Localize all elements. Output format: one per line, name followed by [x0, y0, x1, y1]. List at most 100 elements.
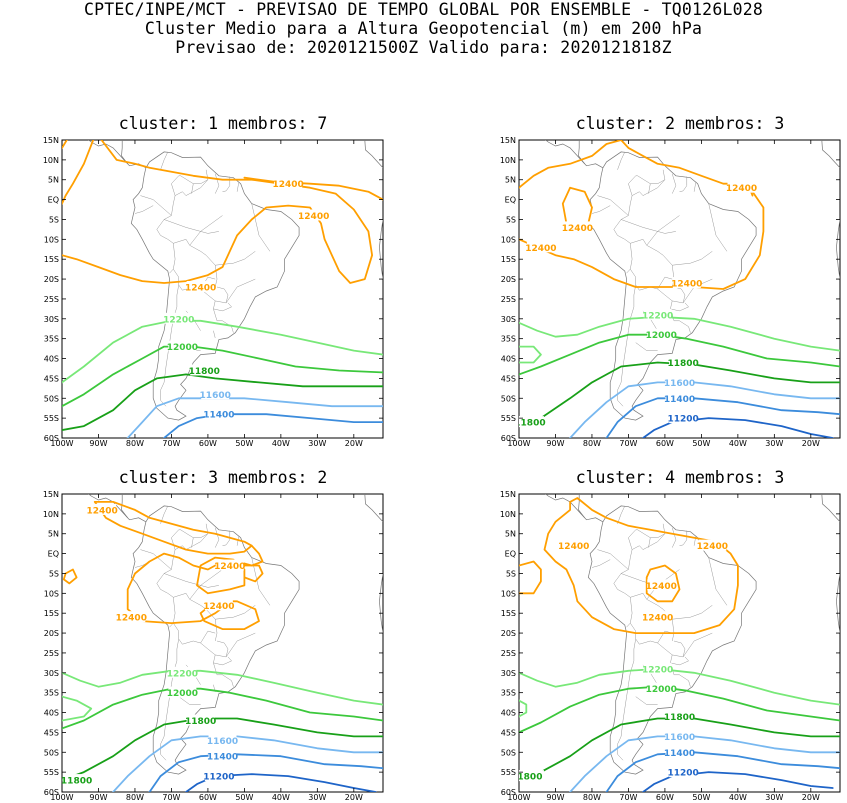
contour-label-bg — [643, 611, 672, 623]
lat-tick-label: 40S — [501, 709, 516, 718]
contour-line — [519, 361, 840, 427]
contour-label-bg — [168, 686, 197, 698]
lat-tick-label: 55S — [44, 414, 59, 423]
contour-label: 12400 — [185, 284, 216, 294]
axis-ticks: 15N 10N 5N EQ 5S 10S 15S 20S 25S 30S 35S 40S 45S 50S 5… — [500, 136, 840, 448]
contour-label-bg — [672, 277, 701, 289]
contour-label-bg — [647, 328, 676, 340]
contour-label-bg — [190, 364, 219, 376]
country-border — [191, 183, 194, 194]
lat-tick-label: EQ — [48, 550, 59, 559]
contour-label: 11400 — [664, 749, 695, 759]
contour-label-bg — [186, 281, 215, 293]
country-border — [591, 205, 611, 214]
map-layer: 12400 12400 12400 12200 12000 11800 11600 11400 — [62, 140, 383, 438]
contour-label-bg — [669, 412, 698, 424]
axis-ticks: 15N 10N 5N EQ 5S 10S 15S 20S 25S 30S 35S 40S 45S 50S 5… — [500, 490, 840, 802]
map-layer: 12400 12400 12400 12400 12200 12000 11800 11600… — [517, 494, 840, 792]
contour-label: 11200 — [667, 769, 698, 779]
country-border — [180, 169, 209, 184]
lon-tick-label: 40W — [272, 793, 290, 802]
lat-tick-label: 5S — [506, 569, 516, 578]
lat-tick-label: 5S — [506, 215, 516, 224]
contour-label: 12400 — [562, 224, 593, 234]
lat-tick-label: 10N — [500, 510, 516, 519]
contour-label-bg — [665, 730, 694, 742]
country-border — [635, 342, 658, 351]
contour-label: 12200 — [642, 665, 673, 675]
country-border — [621, 219, 676, 234]
contour-line — [543, 497, 739, 634]
contour-label: 1800 — [517, 773, 542, 783]
lat-tick-label: EQ — [505, 196, 516, 205]
country-border — [591, 559, 611, 568]
lon-tick-label: 70W — [162, 793, 180, 802]
country-border — [617, 638, 636, 761]
lon-tick-label: 90W — [546, 793, 564, 802]
map-panel-4: 12400 12400 12400 12400 12200 12000 11800 11600… — [500, 490, 841, 802]
lon-tick-label: 80W — [126, 793, 144, 802]
contour-line — [163, 413, 383, 438]
country-border — [617, 151, 626, 170]
contour-label: 12400 — [86, 506, 117, 516]
contour-label: 12200 — [167, 669, 198, 679]
coastline — [379, 573, 383, 634]
country-border — [222, 530, 231, 546]
lat-tick-label: 35S — [44, 689, 59, 698]
contour-label: 12400 — [642, 614, 673, 624]
contour-label-bg — [698, 539, 727, 551]
contour-line — [645, 564, 681, 603]
contour-label: 12400 — [116, 614, 147, 624]
coastline-group — [88, 140, 383, 421]
lat-tick-label: 30S — [501, 315, 516, 324]
contour-line — [93, 501, 253, 547]
coastline — [379, 219, 383, 280]
contour-label: 12400 — [273, 180, 304, 190]
contour-label: 12200 — [163, 315, 194, 325]
coastline — [121, 494, 128, 519]
lat-tick-label: 30S — [44, 669, 59, 678]
coastline — [364, 494, 383, 523]
country-border — [637, 523, 666, 538]
contour-line — [62, 687, 383, 730]
country-border — [251, 203, 271, 252]
contour-label-bg — [186, 714, 215, 726]
lon-tick-label: 40W — [729, 793, 747, 802]
country-border — [213, 300, 233, 312]
contour-label-bg — [208, 734, 237, 746]
lon-tick-label: 30W — [308, 439, 326, 448]
lat-tick-label: 10N — [43, 156, 59, 165]
country-border — [213, 330, 216, 338]
country-border — [225, 278, 256, 304]
contour-line — [519, 717, 840, 781]
contour-line — [62, 319, 383, 384]
country-border — [646, 215, 680, 246]
contour-line — [642, 771, 834, 792]
country-border — [169, 597, 176, 628]
contour-label: 12200 — [642, 311, 673, 321]
lon-tick-label: 90W — [89, 439, 107, 448]
coastline — [364, 140, 383, 169]
country-border — [597, 191, 640, 216]
lat-tick-label: 40S — [44, 709, 59, 718]
lon-tick-label: 100W — [50, 439, 73, 448]
contour-line — [605, 397, 840, 438]
lat-tick-label: 45S — [44, 374, 59, 383]
contour-line — [148, 753, 383, 792]
contour-label-bg — [168, 666, 197, 678]
country-border — [178, 696, 201, 705]
country-border — [182, 179, 209, 196]
contour-label-bg — [665, 710, 694, 722]
lat-tick-label: 45S — [44, 728, 59, 737]
country-border — [671, 527, 677, 548]
panel-4-title: cluster: 4 membros: 3 — [575, 468, 785, 487]
lon-tick-label: 100W — [50, 793, 73, 802]
contour-label: 11800 — [514, 419, 545, 429]
contour-label: 12400 — [214, 562, 245, 572]
country-border — [156, 215, 174, 244]
lat-tick-label: 5N — [505, 530, 516, 539]
contour-line — [62, 373, 383, 431]
country-border — [648, 537, 651, 548]
lat-tick-label: 40S — [44, 355, 59, 364]
country-border — [140, 191, 183, 216]
